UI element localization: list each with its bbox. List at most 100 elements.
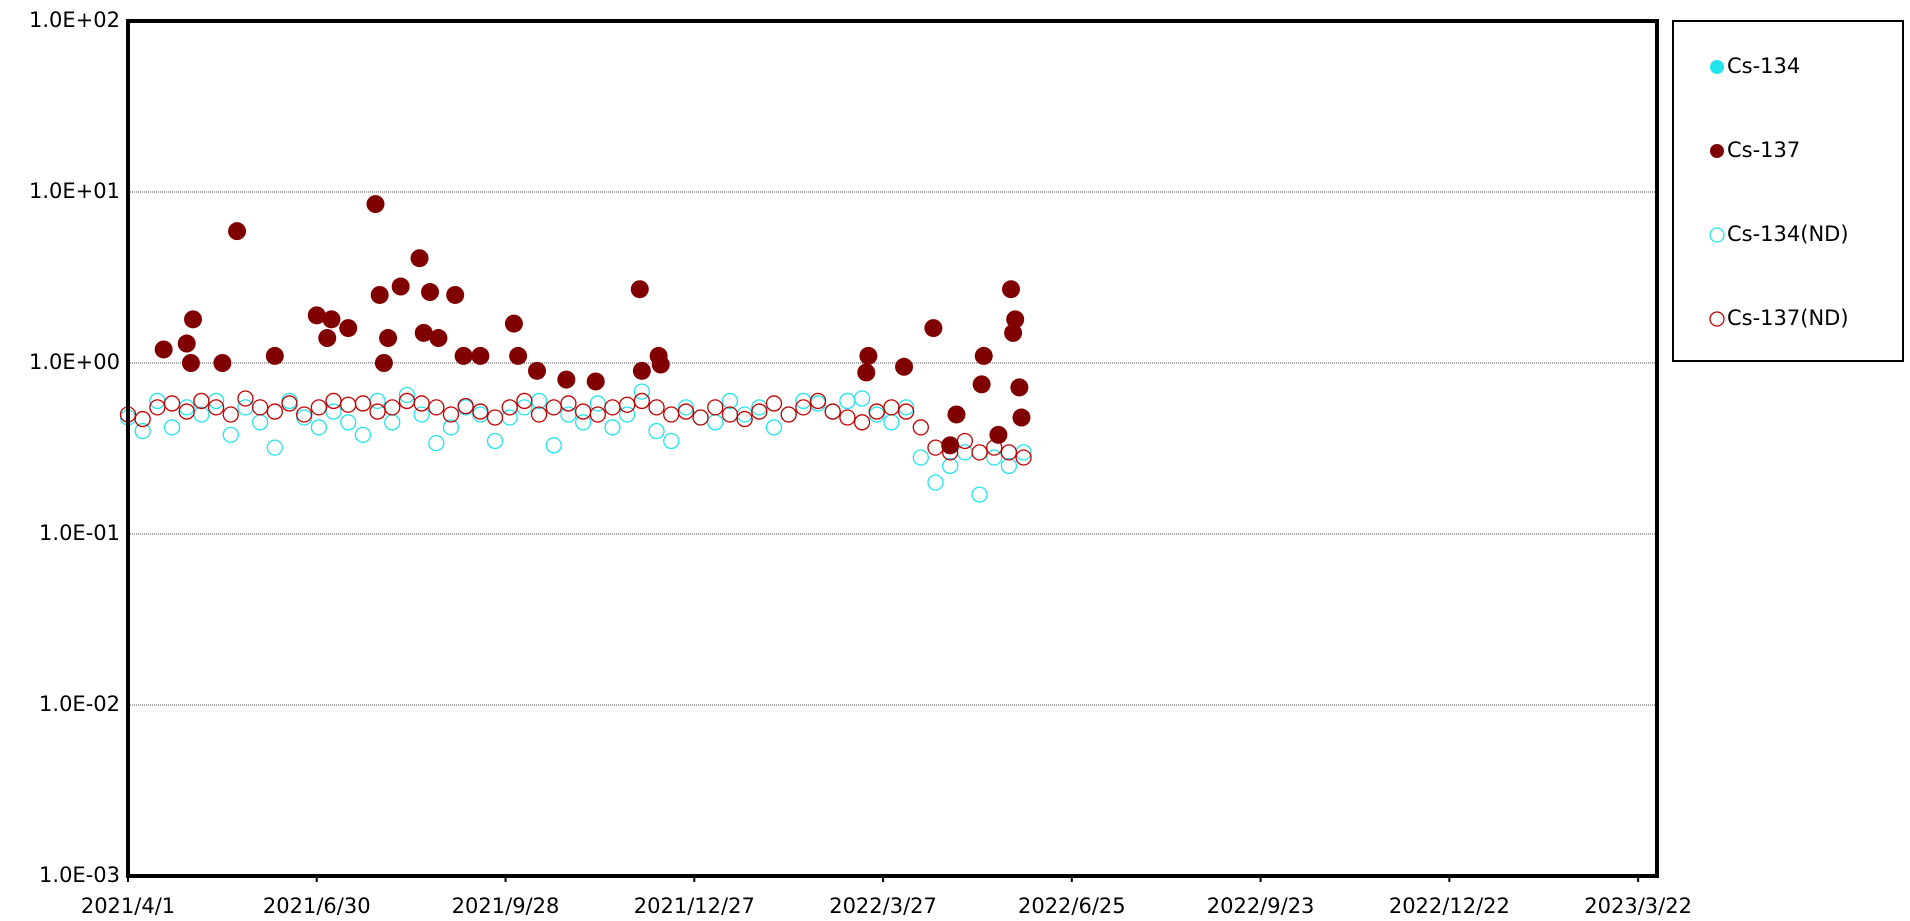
data-point	[193, 392, 210, 410]
data-point	[501, 399, 518, 416]
data-point	[354, 395, 372, 412]
data-point	[912, 449, 929, 466]
data-point	[325, 403, 342, 420]
data-point	[472, 406, 489, 423]
data-point	[325, 392, 342, 410]
data-point	[374, 354, 393, 372]
data-point	[648, 399, 665, 416]
data-point	[677, 399, 695, 416]
data-point	[927, 439, 944, 456]
data-point	[1000, 444, 1018, 461]
data-point	[632, 361, 651, 380]
data-point	[604, 399, 621, 416]
data-point	[369, 403, 386, 420]
data-point	[310, 399, 328, 416]
data-point	[765, 419, 783, 436]
data-point	[530, 392, 548, 410]
data-point	[265, 346, 284, 365]
data-point	[868, 403, 885, 420]
data-point	[428, 399, 445, 416]
data-point	[213, 354, 232, 372]
legend-label: Cs-137	[1727, 138, 1800, 162]
points	[119, 195, 1032, 503]
data-point	[809, 392, 827, 410]
data-point	[751, 399, 768, 416]
data-point	[251, 414, 269, 431]
data-point	[1004, 323, 1023, 342]
data-point	[471, 346, 490, 365]
data-point	[1015, 449, 1032, 466]
data-point	[765, 395, 783, 412]
data-point	[318, 329, 337, 348]
data-point	[589, 395, 606, 412]
legend-label: Cs-134	[1727, 54, 1800, 78]
data-point	[310, 419, 328, 436]
data-point	[296, 406, 313, 423]
data-point	[859, 346, 878, 365]
legend-label: Cs-134(ND)	[1727, 222, 1849, 246]
legend-box	[1672, 20, 1904, 362]
data-point	[516, 399, 533, 416]
data-point	[942, 457, 959, 475]
x-tick-label: 2022/6/25	[1018, 894, 1126, 918]
data-point	[178, 399, 195, 416]
data-point	[251, 399, 269, 416]
data-point	[1012, 408, 1031, 427]
data-point	[228, 222, 247, 241]
data-point	[883, 414, 900, 431]
data-point	[897, 403, 915, 420]
data-point	[1000, 457, 1018, 475]
data-point	[751, 403, 768, 420]
data-point	[619, 396, 636, 413]
data-point	[486, 409, 504, 426]
data-point	[648, 422, 665, 440]
legend-marker	[1709, 227, 1725, 243]
x-tick-label: 2022/3/27	[829, 894, 937, 918]
data-point	[853, 390, 871, 407]
data-point	[633, 392, 651, 410]
data-point	[707, 414, 724, 431]
data-point	[545, 437, 562, 454]
plot-frame	[126, 19, 1659, 878]
data-point	[663, 432, 680, 450]
data-point	[149, 392, 166, 410]
data-point	[604, 419, 621, 436]
y-tick-label: 1.0E+02	[29, 8, 120, 32]
data-point	[410, 249, 429, 268]
data-point	[663, 406, 680, 423]
data-point	[853, 414, 871, 431]
data-point	[574, 403, 592, 420]
data-point	[281, 395, 298, 412]
data-point	[134, 422, 151, 440]
y-tick-label: 1.0E-01	[39, 521, 120, 545]
data-point	[707, 399, 724, 416]
data-point	[941, 436, 960, 455]
data-point	[222, 426, 239, 444]
data-point	[237, 390, 254, 407]
data-point	[692, 409, 709, 426]
axes: 1.0E-03 1.0E-02 1.0E-01 1.0E+00 1.0E+01 1.0E+…	[29, 8, 1692, 918]
legend-marker	[1709, 311, 1725, 327]
data-point	[457, 397, 474, 415]
x-tick-label: 2021/4/1	[81, 894, 175, 918]
data-point	[429, 329, 448, 348]
data-point	[154, 340, 173, 359]
data-point	[974, 346, 993, 365]
data-point	[972, 375, 991, 394]
data-point	[1010, 378, 1029, 397]
data-point	[633, 383, 651, 400]
data-point	[574, 414, 592, 431]
data-point	[413, 406, 430, 423]
data-point	[184, 310, 203, 329]
data-point	[340, 414, 357, 431]
data-point	[895, 357, 914, 376]
y-tick-label: 1.0E+00	[29, 350, 120, 374]
data-point	[630, 280, 649, 299]
data-point	[391, 277, 410, 296]
data-point	[428, 434, 445, 452]
data-point	[193, 406, 210, 423]
x-tick-label: 2022/9/23	[1207, 894, 1315, 918]
data-point	[912, 419, 929, 436]
data-point	[589, 406, 606, 423]
